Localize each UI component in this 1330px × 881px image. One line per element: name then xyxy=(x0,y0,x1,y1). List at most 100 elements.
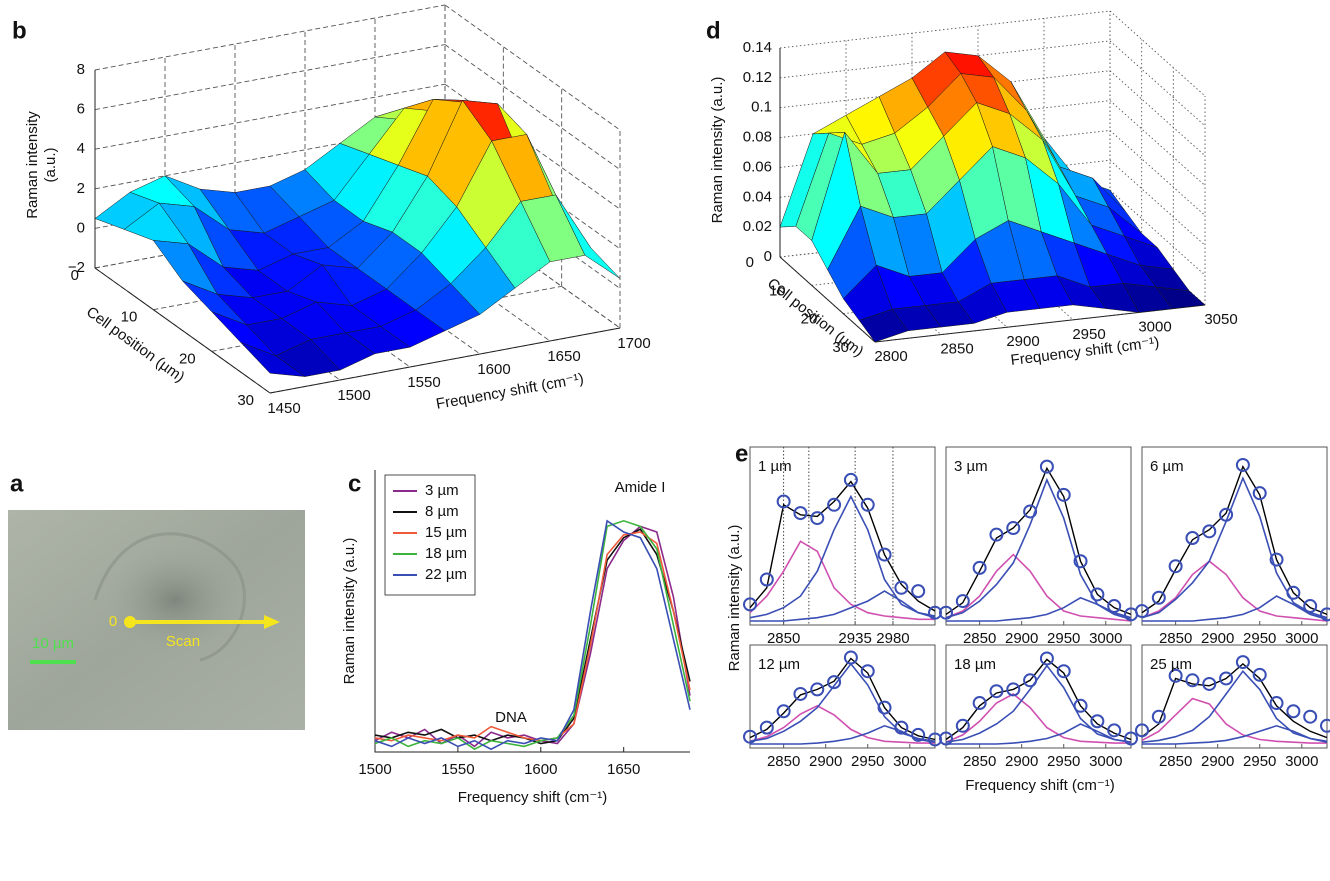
x-tick-label: 2850 xyxy=(767,753,800,770)
component-curve xyxy=(945,553,1132,622)
grid-line xyxy=(94,44,446,111)
y-axis-title: Raman intensity (a.u.) xyxy=(726,525,743,672)
x-tick-label: 1600 xyxy=(524,761,557,778)
data-point xyxy=(1151,709,1166,724)
data-point xyxy=(1006,682,1021,697)
data-point xyxy=(1056,487,1071,502)
x-tick-label: 2950 xyxy=(1047,630,1080,647)
x-tick-label: 1500 xyxy=(358,761,391,778)
data-point xyxy=(776,494,791,509)
data-point xyxy=(939,731,953,746)
data-point xyxy=(1023,504,1038,519)
x-tick-label: 2900 xyxy=(1201,630,1234,647)
x-tick-label: 2850 xyxy=(1159,630,1192,647)
z-axis-title: Raman intensity xyxy=(24,111,41,219)
data-point xyxy=(1320,718,1330,733)
series-line xyxy=(374,519,691,751)
data-point xyxy=(1252,667,1267,682)
cell-shadow xyxy=(105,545,245,655)
surface-cell xyxy=(1155,286,1206,309)
data-point xyxy=(911,584,926,599)
panel-label: c xyxy=(348,470,361,497)
x-tick-label: 2950 xyxy=(1047,753,1080,770)
z-tick-label: 0 xyxy=(764,248,772,265)
grid-line xyxy=(444,4,621,131)
data-point xyxy=(1202,524,1217,539)
component-curve xyxy=(1142,724,1328,745)
component-curve xyxy=(1141,560,1328,622)
annotation: DNA xyxy=(495,709,527,726)
legend-label: 18 µm xyxy=(425,545,467,562)
x-tick-label: 3000 xyxy=(1089,630,1122,647)
data-point xyxy=(939,605,953,620)
data-point xyxy=(1039,459,1054,474)
data-point xyxy=(860,664,875,679)
data-point xyxy=(972,560,987,575)
data-point xyxy=(955,594,970,609)
series-line xyxy=(374,531,691,742)
data-point xyxy=(793,506,808,521)
subplot-frame xyxy=(945,446,1132,626)
z-tick-label: 0.12 xyxy=(743,69,772,86)
z-tick-label: −2 xyxy=(68,259,85,276)
z-tick-label: 0.1 xyxy=(751,99,772,116)
data-point xyxy=(827,675,842,690)
component-curve xyxy=(750,590,936,622)
cell-edge xyxy=(93,532,246,662)
data-point xyxy=(989,684,1004,699)
scan-origin xyxy=(124,616,136,628)
data-point xyxy=(1056,664,1071,679)
subplot-title: 3 µm xyxy=(954,458,988,475)
z-axis-title: (a.u.) xyxy=(42,147,59,182)
data-point xyxy=(1269,552,1284,567)
subplot-title: 1 µm xyxy=(758,458,792,475)
x-tick-label: 2900 xyxy=(1005,630,1038,647)
data-point xyxy=(1269,696,1284,711)
x-tick-label: 3000 xyxy=(1285,753,1318,770)
data-point xyxy=(860,497,875,512)
panel-label: b xyxy=(12,17,27,44)
fit-curve xyxy=(945,466,1132,616)
x-tick-label: 2850 xyxy=(767,630,800,647)
grid-line xyxy=(1109,70,1206,157)
x-tick-label: 1450 xyxy=(267,400,300,417)
data-point xyxy=(743,729,757,744)
x-tick-label: 2950 xyxy=(1243,753,1276,770)
component-curve xyxy=(749,540,935,621)
origin-label: 0 xyxy=(109,613,117,630)
component-curve xyxy=(946,596,1132,622)
x-tick-label: 1600 xyxy=(477,361,510,378)
data-point xyxy=(793,686,808,701)
grid-line xyxy=(779,129,1111,168)
data-point xyxy=(743,597,757,612)
data-point xyxy=(759,572,774,587)
data-point xyxy=(1151,590,1166,605)
x-tick-label: 2850 xyxy=(940,341,973,358)
data-point xyxy=(1286,585,1301,600)
z-tick-label: 0.02 xyxy=(743,218,772,235)
data-point xyxy=(1073,554,1088,569)
grid-line xyxy=(1109,159,1206,246)
component-curve xyxy=(1142,595,1328,622)
x-tick-label: 2850 xyxy=(963,630,996,647)
data-point xyxy=(1023,673,1038,688)
subplot-title: 18 µm xyxy=(954,656,996,673)
data-point xyxy=(1090,587,1105,602)
data-point xyxy=(877,547,892,562)
fit-curve xyxy=(1141,662,1328,739)
data-point xyxy=(1107,723,1122,738)
component-curve xyxy=(945,693,1131,744)
x-tick-label: 2950 xyxy=(1243,630,1276,647)
x-tick-label: 1650 xyxy=(547,348,580,365)
x-axis-title: Frequency shift (cm⁻¹) xyxy=(965,777,1115,794)
component-curve xyxy=(946,723,1132,745)
grid-line xyxy=(94,83,446,150)
grid-line xyxy=(1109,10,1206,97)
grid-line xyxy=(779,70,1111,109)
data-point xyxy=(1185,673,1200,688)
grid-line xyxy=(1109,189,1206,276)
data-point xyxy=(972,696,987,711)
fit-curve xyxy=(1141,464,1328,616)
grid-line xyxy=(444,44,621,170)
